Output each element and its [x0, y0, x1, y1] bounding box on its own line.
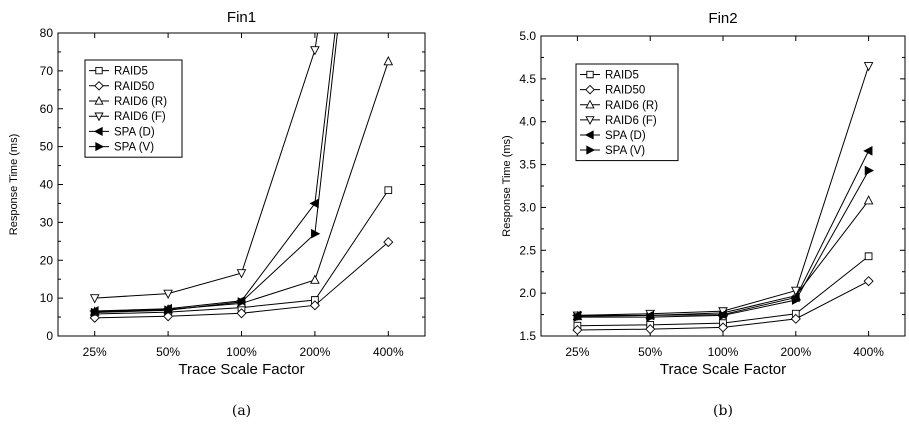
- data-point: [164, 305, 174, 316]
- x-tick-label: 200%: [780, 345, 811, 359]
- legend-label: SPA (V): [605, 145, 645, 157]
- data-point: [311, 296, 319, 304]
- data-point: [383, 237, 394, 248]
- data-point: [163, 289, 173, 299]
- x-tick-label: 100%: [708, 345, 739, 359]
- data-point: [310, 46, 320, 56]
- y-tick-label: 30: [40, 215, 54, 229]
- data-point: [89, 294, 100, 304]
- legend-marker: [586, 145, 596, 155]
- data-point: [310, 274, 320, 284]
- x-tick-label: 200%: [300, 345, 331, 359]
- data-point: [863, 62, 874, 72]
- x-tick-label: 50%: [156, 345, 180, 359]
- chart-title: Fin1: [227, 9, 256, 26]
- series-line-spa-v: [577, 170, 870, 318]
- legend-label: RAID6 (F): [605, 115, 657, 127]
- y-tick-label: 2.0: [519, 286, 536, 300]
- chart-panel-fin1: Fin1 Trace Scale Factor Response Time (m…: [8, 9, 426, 419]
- data-point: [863, 276, 874, 287]
- legend: RAID5 RAID50 RAID6 (R) RAID6 (F) SPA (D) SPA …: [84, 59, 183, 158]
- data-point: [717, 322, 729, 333]
- data-point: [236, 269, 247, 279]
- legend-label: RAID6 (F): [114, 111, 166, 123]
- y-tick-label: 2.5: [519, 243, 536, 257]
- x-tick-label: 50%: [638, 345, 662, 359]
- data-point: [719, 310, 729, 321]
- y-axis-title: Response Time (ms): [8, 134, 20, 235]
- legend-label: SPA (V): [114, 142, 154, 154]
- y-axis-title: Response Time (ms): [501, 135, 513, 236]
- legend-marker: [95, 142, 105, 152]
- x-tick-label: 400%: [853, 345, 884, 359]
- x-tick-label: 400%: [373, 345, 404, 359]
- y-tick-label: 3.5: [519, 158, 536, 172]
- x-tick-label: 25%: [565, 345, 589, 359]
- legend-marker: [585, 84, 595, 95]
- x-axis-title: Trace Scale Factor: [660, 361, 786, 378]
- y-tick-label: 60: [40, 102, 54, 116]
- y-tick-label: 0: [46, 329, 53, 343]
- data-point: [791, 295, 802, 305]
- data-point: [645, 324, 656, 335]
- x-tick-label: 100%: [226, 345, 257, 359]
- data-point: [237, 297, 247, 307]
- legend-marker: [584, 130, 594, 140]
- y-tick-label: 80: [40, 26, 54, 40]
- legend-marker: [95, 66, 103, 75]
- y-tick-label: 10: [40, 291, 54, 305]
- legend-label: RAID50: [114, 81, 154, 93]
- y-tick-label: 1.5: [519, 329, 536, 343]
- chart-panel-fin2: Fin2 Trace Scale Factor Response Time (m…: [501, 10, 906, 419]
- data-point: [864, 252, 873, 261]
- y-tick-label: 5.0: [519, 29, 536, 43]
- data-point: [573, 312, 583, 322]
- legend-marker: [585, 99, 595, 109]
- y-tick-label: 4.5: [519, 72, 536, 86]
- y-tick-label: 20: [40, 253, 54, 267]
- data-point: [311, 228, 321, 239]
- y-tick-label: 50: [40, 140, 54, 154]
- x-axis-title: Trace Scale Factor: [178, 361, 304, 378]
- y-tick-label: 40: [40, 178, 54, 192]
- data-point: [309, 198, 319, 209]
- y-tick-label: 4.0: [519, 115, 536, 129]
- legend-marker: [94, 112, 104, 122]
- legend-marker: [93, 126, 103, 136]
- chart-title: Fin2: [708, 10, 737, 27]
- data-point: [90, 307, 101, 318]
- data-point: [309, 300, 320, 311]
- data-point: [863, 195, 874, 205]
- series-line-raid6-r: [577, 200, 869, 317]
- legend-label: RAID50: [605, 85, 645, 97]
- data-point: [646, 312, 656, 322]
- panel-caption: (b): [713, 403, 733, 419]
- legend-box: [575, 63, 679, 162]
- legend-label: RAID5: [114, 66, 148, 78]
- legend-marker: [94, 95, 104, 105]
- legend: RAID5 RAID50 RAID6 (R) RAID6 (F) SPA (D) SPA …: [575, 63, 679, 162]
- data-point: [236, 308, 247, 319]
- legend-label: RAID6 (R): [114, 96, 167, 108]
- data-point: [383, 56, 394, 66]
- data-point: [790, 286, 801, 296]
- legend-label: SPA (D): [114, 126, 155, 138]
- x-tick-label: 25%: [83, 345, 107, 359]
- legend-label: RAID5: [605, 70, 639, 82]
- legend-box: [84, 59, 183, 158]
- legend-marker: [94, 81, 104, 91]
- panel-caption: (a): [232, 403, 251, 419]
- legend-marker: [586, 70, 594, 79]
- data-point: [864, 165, 874, 176]
- legend-label: RAID6 (R): [605, 100, 658, 112]
- y-tick-label: 70: [40, 64, 54, 78]
- legend-label: SPA (D): [605, 130, 646, 142]
- data-point: [572, 324, 583, 336]
- y-tick-label: 3.0: [519, 200, 536, 214]
- data-point: [863, 146, 873, 156]
- data-point: [790, 313, 801, 324]
- legend-marker: [585, 116, 595, 125]
- data-point: [384, 186, 393, 195]
